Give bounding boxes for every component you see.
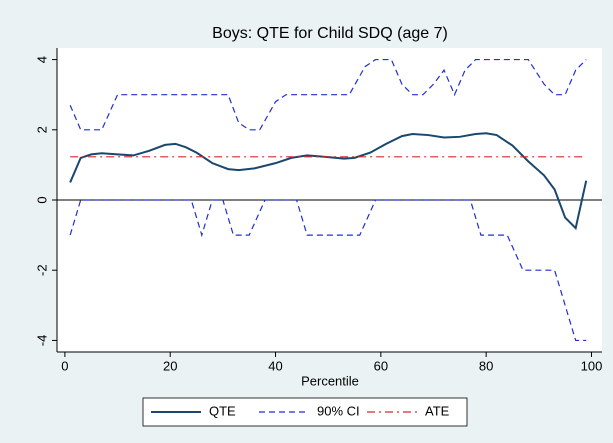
legend-label: 90% CI	[317, 403, 360, 418]
y-tick-label: 4	[34, 56, 49, 63]
chart-title: Boys: QTE for Child SDQ (age 7)	[212, 25, 448, 42]
x-tick-label: 20	[163, 358, 177, 373]
x-axis-label: Percentile	[301, 373, 359, 388]
y-tick-label: -2	[34, 264, 49, 276]
y-tick-label: 2	[34, 126, 49, 133]
legend-label: ATE	[425, 403, 450, 418]
x-tick-label: 100	[581, 358, 603, 373]
line	[69, 199, 587, 342]
legend-label: QTE	[209, 403, 236, 418]
x-tick-label: 0	[61, 358, 68, 373]
line	[69, 58, 587, 131]
y-tick-label: -4	[34, 335, 49, 347]
y-tick-label: 0	[34, 196, 49, 203]
x-tick-label: 40	[268, 358, 282, 373]
x-tick-label: 60	[374, 358, 388, 373]
line	[69, 132, 588, 231]
x-tick-label: 80	[479, 358, 493, 373]
